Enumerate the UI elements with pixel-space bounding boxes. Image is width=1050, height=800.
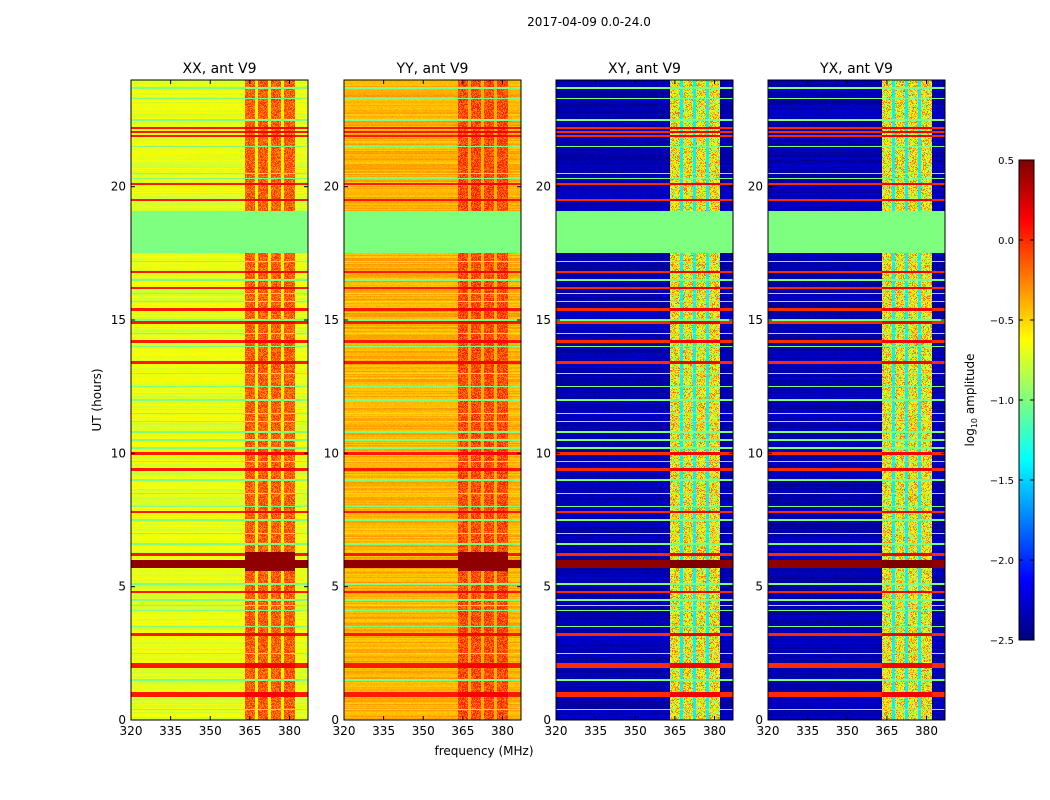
y-tick-label: 5 bbox=[755, 580, 763, 594]
x-tick-label: 380 bbox=[703, 724, 726, 738]
figure-title: 2017-04-09 0.0-24.0 bbox=[527, 15, 651, 29]
x-tick-label: 350 bbox=[199, 724, 222, 738]
x-tick-label: 335 bbox=[159, 724, 182, 738]
colorbar-tick-label: 0.5 bbox=[998, 156, 1014, 167]
panel-frame-0 bbox=[130, 79, 309, 721]
x-tick-label: 350 bbox=[836, 724, 859, 738]
heatmap-3 bbox=[768, 80, 945, 720]
y-tick-label: 10 bbox=[748, 446, 763, 460]
colorbar-gradient bbox=[1019, 160, 1034, 640]
colorbar-label: log10 amplitude bbox=[963, 354, 979, 447]
y-tick-label: 10 bbox=[111, 446, 126, 460]
x-tick-label: 365 bbox=[238, 724, 261, 738]
colorbar-tick-label: 0.0 bbox=[998, 236, 1014, 247]
colorbar-tick-label: −1.5 bbox=[990, 476, 1014, 487]
x-tick-label: 380 bbox=[491, 724, 514, 738]
y-tick-label: 5 bbox=[331, 580, 339, 594]
y-tick-label: 15 bbox=[536, 313, 551, 327]
panel-frame-2 bbox=[555, 79, 734, 721]
y-tick-label: 0 bbox=[331, 713, 339, 727]
y-tick-label: 20 bbox=[324, 180, 339, 194]
y-tick-label: 10 bbox=[324, 446, 339, 460]
colorbar-label-log: log bbox=[963, 428, 977, 446]
heatmap-2 bbox=[556, 80, 733, 720]
panel-frame-3 bbox=[767, 79, 946, 721]
heatmap-0 bbox=[131, 80, 308, 720]
x-tick-label: 365 bbox=[875, 724, 898, 738]
colorbar-label-subscript: 10 bbox=[970, 418, 979, 428]
panel-title-2: XY, ant V9 bbox=[608, 61, 681, 77]
x-axis-label: frequency (MHz) bbox=[434, 744, 533, 758]
y-tick-label: 20 bbox=[111, 180, 126, 194]
y-tick-label: 15 bbox=[748, 313, 763, 327]
x-tick-label: 320 bbox=[333, 724, 356, 738]
colorbar-tick-label: −1.0 bbox=[990, 396, 1014, 407]
colorbar: 0.5 0.0 −0.5 −1.0 −1.5 −2.0 −2.5 bbox=[990, 156, 1035, 647]
x-tick-label: 335 bbox=[584, 724, 607, 738]
x-tick-label: 380 bbox=[915, 724, 938, 738]
y-tick-label: 20 bbox=[748, 180, 763, 194]
x-tick-label: 320 bbox=[120, 724, 143, 738]
y-tick-label: 0 bbox=[543, 713, 551, 727]
x-tick-label: 335 bbox=[372, 724, 395, 738]
x-tick-label: 320 bbox=[545, 724, 568, 738]
panel-title-0: XX, ant V9 bbox=[183, 61, 257, 77]
y-tick-label: 0 bbox=[755, 713, 763, 727]
colorbar-tick-label: −2.0 bbox=[990, 556, 1014, 567]
panel-title-1: YY, ant V9 bbox=[396, 61, 469, 77]
colorbar-label-amplitude: amplitude bbox=[963, 354, 977, 418]
panel-axes: XX, ant V9 320 335 350 365 380 0 5 10 15 20 YY, ant… bbox=[111, 61, 946, 738]
colorbar-tick-label: −0.5 bbox=[990, 316, 1014, 327]
x-tick-label: 365 bbox=[451, 724, 474, 738]
colorbar-tick-label: −2.5 bbox=[990, 636, 1014, 647]
x-tick-label: 320 bbox=[757, 724, 780, 738]
y-tick-label: 0 bbox=[118, 713, 126, 727]
y-tick-label: 15 bbox=[111, 313, 126, 327]
heatmap-1 bbox=[344, 80, 521, 720]
x-tick-label: 365 bbox=[663, 724, 686, 738]
y-tick-label: 5 bbox=[543, 580, 551, 594]
y-tick-label: 10 bbox=[536, 446, 551, 460]
x-tick-label: 335 bbox=[796, 724, 819, 738]
y-axis-label: UT (hours) bbox=[90, 368, 104, 431]
x-tick-label: 380 bbox=[278, 724, 301, 738]
x-tick-label: 350 bbox=[624, 724, 647, 738]
panel-frame-1 bbox=[343, 79, 522, 721]
panel-title-3: YX, ant V9 bbox=[819, 61, 893, 77]
y-tick-label: 20 bbox=[536, 180, 551, 194]
x-tick-label: 350 bbox=[412, 724, 435, 738]
y-tick-label: 5 bbox=[118, 580, 126, 594]
y-tick-label: 15 bbox=[324, 313, 339, 327]
